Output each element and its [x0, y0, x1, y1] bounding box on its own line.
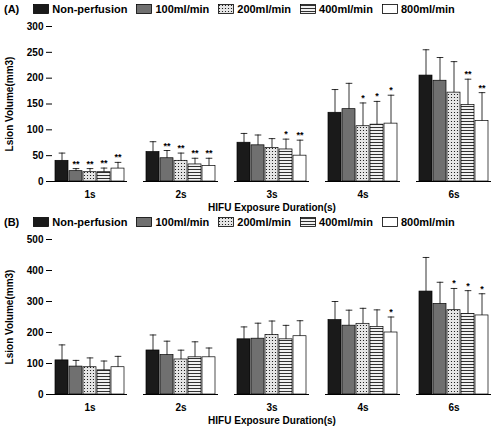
- html-text:Non-perfusion: Non-perfusion: [52, 216, 128, 228]
- html-text:(B): (B): [4, 216, 20, 228]
- svg-text:**: **: [163, 141, 171, 151]
- svg-text:**: **: [205, 148, 213, 158]
- svg-text:1s: 1s: [84, 189, 96, 200]
- svg-text:500: 500: [27, 234, 44, 245]
- svg-text:**: **: [72, 159, 80, 169]
- svg-text:100: 100: [27, 358, 44, 369]
- svg-text:**: **: [191, 148, 199, 158]
- svg-text:6s: 6s: [448, 402, 460, 413]
- svg-text:*: *: [375, 91, 379, 101]
- svg-text:Lsion Volume(mm3): Lsion Volume(mm3): [4, 270, 15, 365]
- svg-text:**: **: [86, 159, 94, 169]
- svg-text:**: **: [478, 83, 486, 93]
- svg-text:*: *: [389, 85, 393, 95]
- svg-text:4s: 4s: [357, 402, 369, 413]
- svg-text:*: *: [480, 284, 484, 294]
- svg-text:**: **: [296, 130, 304, 140]
- svg-text:**: **: [100, 158, 108, 168]
- html-text:800ml/min: 800ml/min: [400, 3, 455, 15]
- svg-text:*: *: [284, 129, 288, 139]
- svg-text:**: **: [114, 152, 122, 162]
- svg-text:0: 0: [38, 389, 44, 400]
- html-text:400ml/min: 400ml/min: [319, 216, 373, 228]
- svg-text:50: 50: [32, 150, 44, 161]
- svg-text:**: **: [464, 69, 472, 79]
- svg-text:*: *: [389, 307, 393, 317]
- svg-text:200: 200: [27, 327, 44, 338]
- svg-text:0: 0: [38, 176, 44, 187]
- html-text:400ml/min: 400ml/min: [319, 3, 373, 15]
- svg-text:300: 300: [27, 296, 44, 307]
- svg-text:400: 400: [27, 265, 44, 276]
- svg-text:2s: 2s: [175, 402, 187, 413]
- svg-text:150: 150: [27, 98, 44, 109]
- html-text:200ml/min: 200ml/min: [237, 3, 292, 15]
- svg-text:3s: 3s: [266, 402, 278, 413]
- svg-text:4s: 4s: [357, 189, 369, 200]
- svg-text:250: 250: [27, 47, 44, 58]
- svg-text:*: *: [452, 278, 456, 288]
- svg-text:*: *: [466, 281, 470, 291]
- svg-text:HIFU Exposure Duration(s): HIFU Exposure Duration(s): [208, 202, 336, 213]
- svg-text:3s: 3s: [266, 189, 278, 200]
- html-text:800ml/min: 800ml/min: [400, 216, 455, 228]
- svg-text:200: 200: [27, 72, 44, 83]
- svg-text:Lsion Volume(mm3): Lsion Volume(mm3): [4, 57, 15, 152]
- html-text:100ml/min: 100ml/min: [155, 216, 210, 228]
- html-text:(A): (A): [4, 3, 20, 15]
- html-text:200ml/min: 200ml/min: [237, 216, 292, 228]
- svg-text:2s: 2s: [175, 189, 187, 200]
- svg-text:1s: 1s: [84, 402, 96, 413]
- html-text:Non-perfusion: Non-perfusion: [52, 3, 128, 15]
- html-text:100ml/min: 100ml/min: [155, 3, 210, 15]
- svg-text:HIFU Exposure Duration(s): HIFU Exposure Duration(s): [208, 415, 336, 426]
- svg-text:*: *: [361, 93, 365, 103]
- svg-text:**: **: [177, 143, 185, 153]
- svg-text:100: 100: [27, 124, 44, 135]
- svg-text:300: 300: [27, 21, 44, 32]
- svg-text:6s: 6s: [448, 189, 460, 200]
